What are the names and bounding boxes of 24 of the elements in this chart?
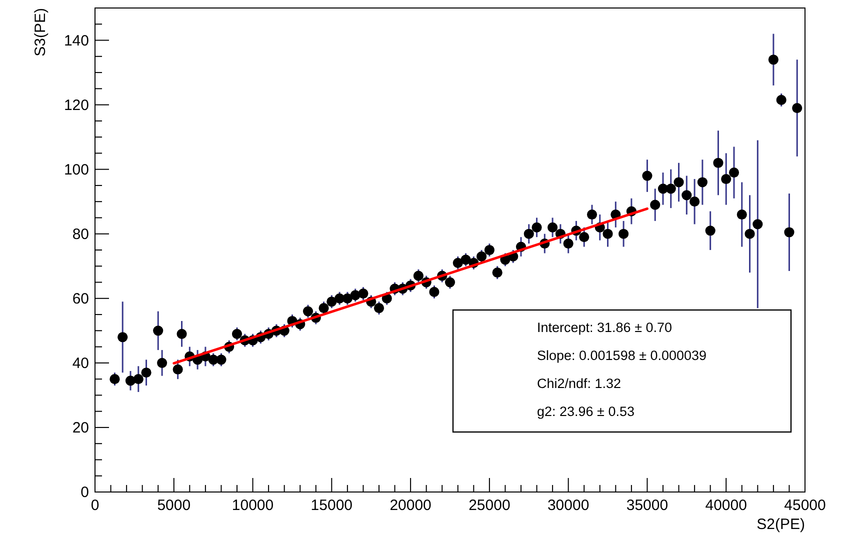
y-tick-label: 0 <box>80 484 89 501</box>
x-tick-label: 35000 <box>626 497 668 514</box>
annotation: Intercept: 31.86 ± 0.70 <box>537 320 672 335</box>
y-tick-label: 40 <box>72 354 89 372</box>
x-tick-label: 40000 <box>705 497 747 514</box>
y-tick-label: 100 <box>64 161 89 178</box>
annotation: g2: 23.96 ± 0.53 <box>537 404 634 419</box>
y-tick-label: 20 <box>72 419 89 436</box>
x-tick-label: 10000 <box>232 497 274 514</box>
annotation: Slope: 0.001598 ± 0.000039 <box>537 348 707 363</box>
y-tick-label: 60 <box>72 290 89 308</box>
y-tick-label: 140 <box>64 32 89 50</box>
x-axis-title: S2(PE) <box>756 516 805 533</box>
y-tick-label: 120 <box>64 96 89 114</box>
y-tick-label: 80 <box>72 226 89 243</box>
y-axis-title: S3(PE) <box>32 8 49 56</box>
x-tick-label: 30000 <box>547 497 590 514</box>
x-tick-label: 20000 <box>390 497 432 514</box>
x-tick-label: 15000 <box>310 497 353 514</box>
x-tick-label: 0 <box>90 497 100 514</box>
x-tick-label: 25000 <box>468 497 510 514</box>
x-tick-label: 45000 <box>784 497 826 514</box>
x-tick-label: 5000 <box>157 497 191 514</box>
annotation: Chi2/ndf: 1.32 <box>537 376 622 391</box>
